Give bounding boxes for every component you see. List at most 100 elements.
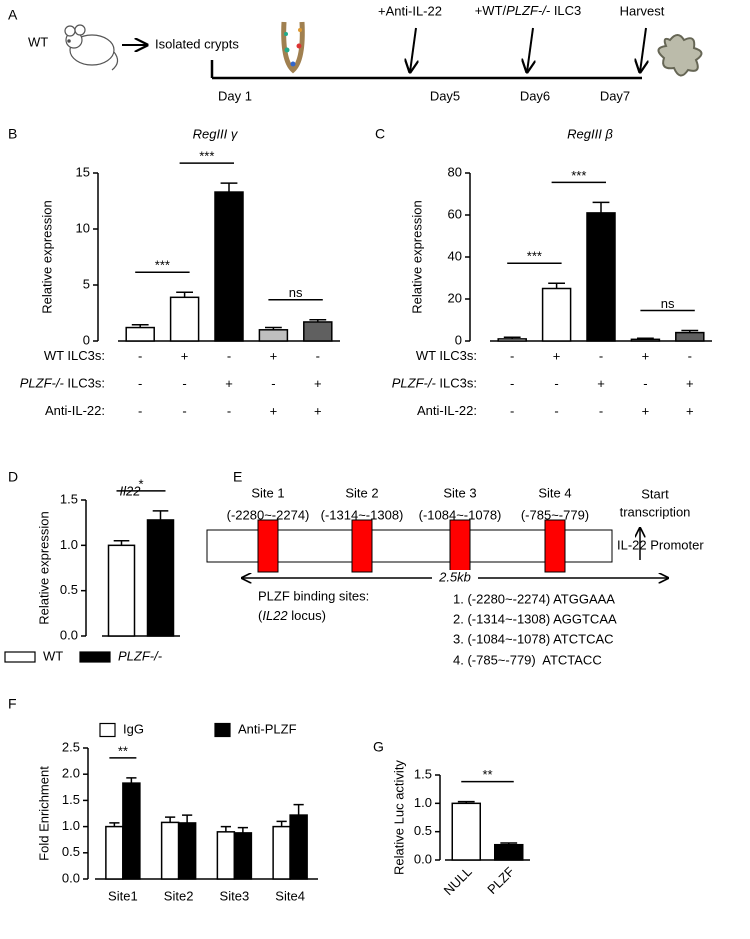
- condition-sign: -: [688, 348, 692, 363]
- legend-swatch: [214, 722, 231, 738]
- bar: [122, 782, 141, 880]
- y-tick-label: 1.0: [60, 537, 78, 552]
- promoter-label: IL-22 Promoter: [617, 537, 704, 552]
- panel-label: D: [8, 469, 18, 485]
- condition-sign: +: [597, 376, 605, 391]
- y-tick-label: 0.0: [62, 870, 80, 885]
- error-bar: [265, 326, 282, 330]
- x-tick-label: Site3: [220, 888, 250, 903]
- text-part: (: [258, 608, 263, 623]
- error-bar: [126, 777, 137, 784]
- bar: [494, 843, 524, 861]
- panel-e: E Site 1 Site 2 Site 3 Site 4 (-2280~-22…: [206, 469, 704, 667]
- text-part: PLZF-/-: [506, 3, 551, 18]
- chart-title: RegIII γ: [193, 126, 239, 141]
- y-tick-label: 0.0: [414, 851, 432, 866]
- condition-sign: +: [181, 348, 189, 363]
- binding-title: PLZF binding sites:: [258, 588, 369, 603]
- y-tick-label: 0: [455, 332, 462, 347]
- site-box: [449, 519, 471, 573]
- panel-label: B: [8, 126, 17, 142]
- legend-swatch: [4, 651, 36, 663]
- text-part: +WT/: [475, 3, 507, 18]
- bar: [272, 825, 291, 880]
- error-bar: [457, 800, 475, 804]
- panel-a: A WT Isolated crypts +Anti-IL-22 +WT/PLZ…: [8, 3, 703, 103]
- site-range: (-1084~-1078): [419, 507, 502, 522]
- condition-label: Anti-IL-22:: [417, 403, 477, 418]
- site-name: Site 1: [251, 485, 284, 500]
- bar: [169, 296, 200, 342]
- x-tick-label: PLZF: [484, 864, 517, 897]
- text-part: ILC3s:: [64, 376, 105, 391]
- legend-label: IgG: [123, 721, 144, 736]
- y-tick-label: 2.0: [62, 766, 80, 781]
- error-bar: [500, 842, 518, 845]
- y-tick-label: 60: [448, 206, 462, 221]
- y-axis-label: Relative expression: [39, 200, 54, 313]
- text-part: locus): [288, 608, 326, 623]
- site-range: (-1314~-1308): [321, 507, 404, 522]
- legend-label: WT: [43, 648, 63, 663]
- y-tick-label: 1.0: [62, 818, 80, 833]
- error-bar: [220, 825, 231, 832]
- condition-sign: -: [182, 376, 186, 391]
- error-bar: [152, 510, 169, 520]
- y-tick-label: 40: [448, 248, 462, 263]
- text-part: Anti-IL-22:: [45, 403, 105, 418]
- y-tick-label: 0.0: [60, 627, 78, 642]
- text-part: ILC3: [550, 3, 581, 18]
- start-label: Start: [641, 486, 669, 501]
- error-bar: [548, 282, 565, 289]
- x-tick-label: Site1: [108, 888, 138, 903]
- significance-label: ns: [661, 296, 675, 311]
- site-sequence: 3. (-1084~-1078) ATCTCAC: [453, 631, 614, 646]
- condition-sign: -: [643, 376, 647, 391]
- chart-title: RegIII β: [567, 126, 613, 141]
- site-name: Site 3: [443, 485, 476, 500]
- error-bar: [182, 814, 193, 823]
- condition-sign: -: [227, 348, 231, 363]
- bar: [177, 822, 197, 880]
- site-box: [257, 519, 279, 573]
- error-bar: [276, 820, 287, 827]
- bar: [160, 821, 180, 880]
- site-name: Site 4: [538, 485, 571, 500]
- organoid-icon: [657, 34, 703, 77]
- arrow: [527, 27, 533, 72]
- condition-sign: +: [686, 403, 694, 418]
- condition-label: WT ILC3s:: [44, 348, 105, 363]
- significance-label: ***: [199, 149, 214, 164]
- label-bg: [432, 570, 478, 586]
- mouse-label: WT: [28, 34, 48, 49]
- significance-label: **: [482, 767, 492, 782]
- condition-sign: +: [553, 348, 561, 363]
- error-bar: [681, 329, 699, 333]
- x-tick-label: NULL: [441, 864, 475, 898]
- step-label: +Anti-IL-22: [378, 3, 442, 18]
- condition-sign: -: [510, 403, 514, 418]
- text-part: WT ILC3s:: [416, 348, 477, 363]
- bar: [125, 326, 155, 342]
- y-tick-label: 20: [448, 290, 462, 305]
- condition-sign: +: [270, 403, 278, 418]
- y-tick-label: 10: [76, 220, 90, 235]
- error-bar: [503, 336, 521, 339]
- error-bar: [309, 318, 327, 322]
- condition-label: WT ILC3s:: [416, 348, 477, 363]
- condition-sign: +: [314, 376, 322, 391]
- y-tick-label: 5: [83, 276, 90, 291]
- condition-sign: -: [316, 348, 320, 363]
- condition-sign: -: [510, 376, 514, 391]
- y-axis-label: Relative Luc activity: [391, 760, 406, 875]
- y-tick-label: 1.5: [62, 792, 80, 807]
- text-part: Anti-IL-22:: [417, 403, 477, 418]
- text-part: PLZF-/-: [20, 376, 65, 391]
- significance-label: ***: [571, 168, 586, 183]
- mouse-icon: [64, 24, 119, 71]
- bar: [289, 814, 308, 880]
- y-tick-label: 1.0: [414, 795, 432, 810]
- bar: [214, 191, 244, 342]
- x-tick-label: Site2: [164, 888, 194, 903]
- site-sequence: 2. (-1314~-1308) AGGTCAA: [453, 611, 617, 626]
